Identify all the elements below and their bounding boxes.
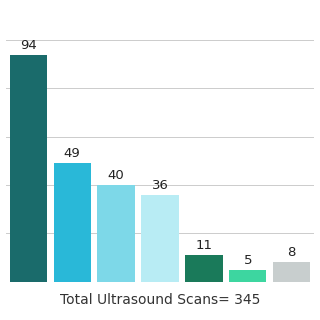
- Text: 36: 36: [152, 179, 168, 192]
- Text: 49: 49: [64, 148, 81, 160]
- Text: 8: 8: [287, 246, 296, 260]
- Text: 11: 11: [196, 239, 212, 252]
- Bar: [10, 55, 47, 282]
- Bar: [229, 269, 267, 282]
- Text: 40: 40: [108, 169, 124, 182]
- Bar: [141, 195, 179, 282]
- Bar: [98, 185, 135, 282]
- Bar: [273, 262, 310, 282]
- Bar: [185, 255, 222, 282]
- Bar: [53, 163, 91, 282]
- Text: 5: 5: [244, 254, 252, 267]
- Text: 94: 94: [20, 39, 37, 52]
- X-axis label: Total Ultrasound Scans= 345: Total Ultrasound Scans= 345: [60, 293, 260, 307]
